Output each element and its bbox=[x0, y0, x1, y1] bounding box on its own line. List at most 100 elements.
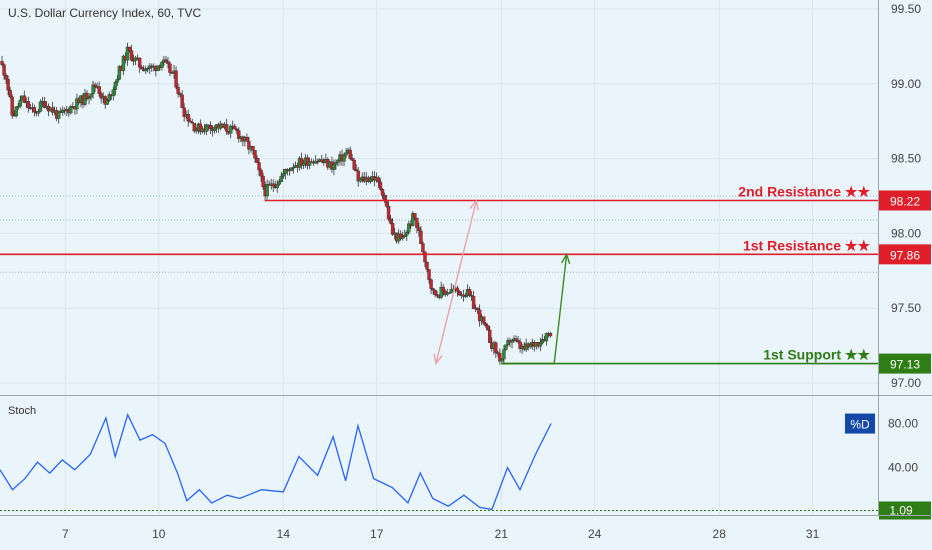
candle-body bbox=[413, 213, 417, 219]
candle bbox=[411, 211, 415, 227]
candle-body bbox=[144, 68, 148, 72]
candle bbox=[224, 118, 229, 135]
candle bbox=[127, 46, 132, 53]
candle-body bbox=[354, 169, 358, 172]
candle-body bbox=[336, 160, 340, 163]
candle-body bbox=[386, 205, 391, 220]
levels: 2nd Resistance ★★ 98.22 1st Resistance ★★ 9… bbox=[0, 183, 931, 374]
candle-body bbox=[299, 158, 304, 166]
candle-body bbox=[146, 68, 150, 70]
candle bbox=[291, 163, 296, 174]
level-label: 2nd Resistance ★★ bbox=[738, 183, 870, 199]
candle-body bbox=[342, 154, 346, 162]
candle bbox=[115, 75, 120, 86]
candle-body bbox=[208, 125, 213, 129]
candle-body bbox=[137, 57, 142, 68]
candle bbox=[194, 127, 199, 134]
candle-body bbox=[75, 98, 79, 110]
time-tick-label: 31 bbox=[806, 527, 820, 541]
candle bbox=[427, 269, 431, 284]
candles bbox=[0, 42, 553, 365]
candle-body bbox=[188, 120, 192, 123]
candle-body bbox=[121, 55, 126, 71]
candle bbox=[467, 286, 472, 298]
candle-body bbox=[429, 279, 433, 289]
candle bbox=[36, 108, 41, 117]
candle bbox=[233, 123, 237, 130]
time-tick-label: 7 bbox=[62, 527, 69, 541]
level-price-badge bbox=[879, 353, 931, 374]
arrow-head bbox=[469, 198, 479, 211]
candle-body bbox=[139, 66, 144, 70]
candle bbox=[538, 337, 543, 352]
candle-body bbox=[334, 162, 338, 165]
grid bbox=[0, 0, 878, 515]
candle bbox=[93, 82, 97, 92]
candle-body bbox=[259, 169, 263, 177]
candle-body bbox=[504, 344, 508, 350]
candle bbox=[413, 213, 417, 221]
candle-body bbox=[89, 93, 93, 98]
candle bbox=[255, 155, 259, 163]
time-tick-label: 17 bbox=[370, 527, 384, 541]
candle-body bbox=[516, 340, 520, 343]
oscillator-badge-box bbox=[845, 413, 875, 434]
candle-body bbox=[18, 99, 22, 107]
candle-body bbox=[463, 295, 468, 298]
price-tick-label: 98.00 bbox=[891, 226, 921, 240]
candle bbox=[168, 61, 172, 77]
arrow-shaft bbox=[435, 200, 478, 364]
candle-body bbox=[350, 158, 354, 161]
candle bbox=[332, 159, 336, 176]
candle-body bbox=[107, 94, 111, 101]
oscillator-tick-label: 40.00 bbox=[888, 461, 918, 475]
candle-body bbox=[99, 93, 103, 99]
candle-body bbox=[427, 269, 431, 280]
candle-body bbox=[475, 307, 480, 311]
candle bbox=[91, 80, 95, 99]
time-tick-label: 28 bbox=[713, 527, 727, 541]
candle bbox=[257, 158, 261, 176]
candle-body bbox=[257, 162, 261, 171]
candle bbox=[229, 124, 233, 139]
candle-body bbox=[439, 286, 443, 298]
candle bbox=[299, 152, 304, 170]
oscillator-last-value: 1.09 bbox=[889, 503, 913, 517]
candle bbox=[417, 222, 421, 237]
candle bbox=[486, 324, 490, 331]
candle-body bbox=[356, 170, 360, 182]
candle-body bbox=[170, 72, 174, 74]
candle-body bbox=[441, 286, 445, 292]
candle bbox=[174, 66, 178, 90]
candle bbox=[477, 304, 482, 327]
candle-body bbox=[506, 340, 510, 346]
candle-body bbox=[433, 289, 437, 295]
candle-body bbox=[399, 233, 403, 239]
candle-body bbox=[411, 213, 415, 226]
candle bbox=[0, 55, 4, 67]
candle-body bbox=[97, 86, 101, 94]
level-price-badge bbox=[879, 244, 931, 265]
candle-body bbox=[291, 167, 296, 169]
candle bbox=[469, 291, 474, 301]
candle-body bbox=[50, 107, 55, 113]
candle bbox=[399, 230, 403, 241]
candle bbox=[514, 335, 518, 343]
time-tick-label: 24 bbox=[588, 527, 602, 541]
candle-body bbox=[133, 57, 138, 61]
candle bbox=[334, 159, 338, 170]
candle bbox=[348, 146, 352, 160]
candle-body bbox=[271, 183, 275, 187]
candle bbox=[498, 348, 502, 365]
candle bbox=[188, 117, 192, 123]
candle-body bbox=[233, 125, 237, 130]
price-tick-label: 97.50 bbox=[891, 301, 921, 315]
candle bbox=[429, 278, 433, 295]
candle-body bbox=[166, 61, 170, 65]
candle-body bbox=[190, 121, 194, 124]
candle bbox=[510, 338, 514, 349]
candle bbox=[336, 158, 340, 167]
candle bbox=[352, 157, 356, 171]
candle bbox=[182, 103, 186, 122]
